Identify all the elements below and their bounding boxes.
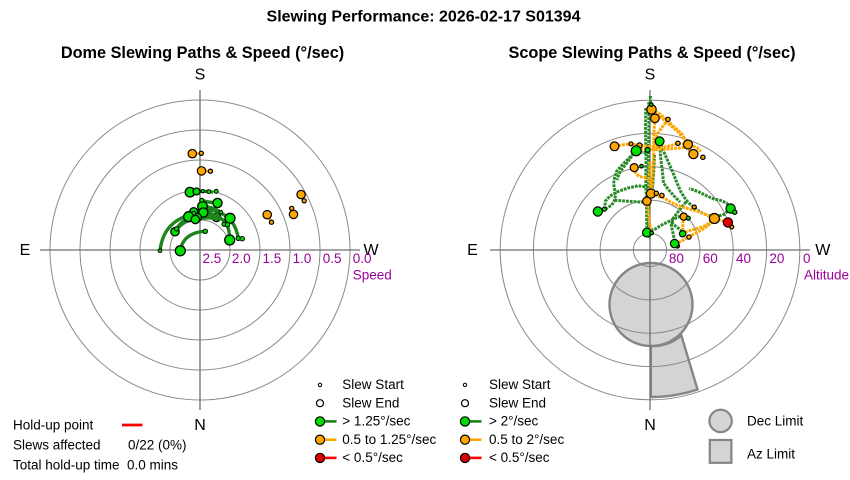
svg-text:40: 40 [736, 251, 751, 266]
svg-text:Slew Start: Slew Start [342, 377, 404, 392]
svg-text:2.0: 2.0 [232, 251, 251, 266]
svg-text:0.5 to 1.25°/sec: 0.5 to 1.25°/sec [342, 432, 436, 447]
svg-text:W: W [815, 242, 831, 259]
svg-text:< 0.5°/sec: < 0.5°/sec [489, 450, 550, 465]
svg-text:N: N [194, 417, 206, 434]
svg-text:> 1.25°/sec: > 1.25°/sec [342, 414, 410, 429]
svg-text:> 2°/sec: > 2°/sec [489, 414, 539, 429]
svg-text:0/22 (0%): 0/22 (0%) [128, 438, 187, 453]
svg-text:Altitude: Altitude [804, 268, 849, 283]
svg-text:W: W [363, 242, 379, 259]
svg-text:0.0 mins: 0.0 mins [127, 458, 178, 473]
svg-text:Slews affected: Slews affected [13, 438, 101, 453]
svg-text:S: S [645, 67, 656, 84]
svg-text:0.5: 0.5 [323, 251, 342, 266]
svg-text:1.5: 1.5 [263, 251, 282, 266]
svg-text:2.5: 2.5 [203, 251, 222, 266]
svg-text:0.5 to 2°/sec: 0.5 to 2°/sec [489, 432, 564, 447]
svg-text:60: 60 [703, 251, 718, 266]
svg-text:Slew Start: Slew Start [489, 377, 551, 392]
svg-text:E: E [467, 242, 478, 259]
svg-text:1.0: 1.0 [293, 251, 312, 266]
svg-text:80: 80 [669, 251, 684, 266]
svg-text:S: S [195, 67, 206, 84]
svg-text:0: 0 [803, 251, 811, 266]
svg-text:Hold-up point: Hold-up point [13, 418, 94, 433]
svg-text:20: 20 [769, 251, 784, 266]
svg-text:N: N [644, 417, 656, 434]
svg-text:Total hold-up time: Total hold-up time [13, 458, 120, 473]
svg-text:Slew End: Slew End [342, 395, 399, 410]
svg-text:Scope Slewing Paths & Speed (°: Scope Slewing Paths & Speed (°/sec) [509, 44, 796, 62]
svg-text:Dec Limit: Dec Limit [747, 414, 804, 429]
svg-text:Dome Slewing Paths & Speed (°/: Dome Slewing Paths & Speed (°/sec) [61, 44, 344, 62]
svg-text:Speed: Speed [353, 268, 392, 283]
svg-text:Slew End: Slew End [489, 395, 546, 410]
svg-text:< 0.5°/sec: < 0.5°/sec [342, 450, 403, 465]
svg-text:0.0: 0.0 [353, 251, 372, 266]
svg-text:E: E [20, 242, 31, 259]
svg-text:Slewing Performance: 2026-02-1: Slewing Performance: 2026-02-17 S01394 [267, 9, 581, 26]
svg-text:Az Limit: Az Limit [747, 447, 795, 462]
